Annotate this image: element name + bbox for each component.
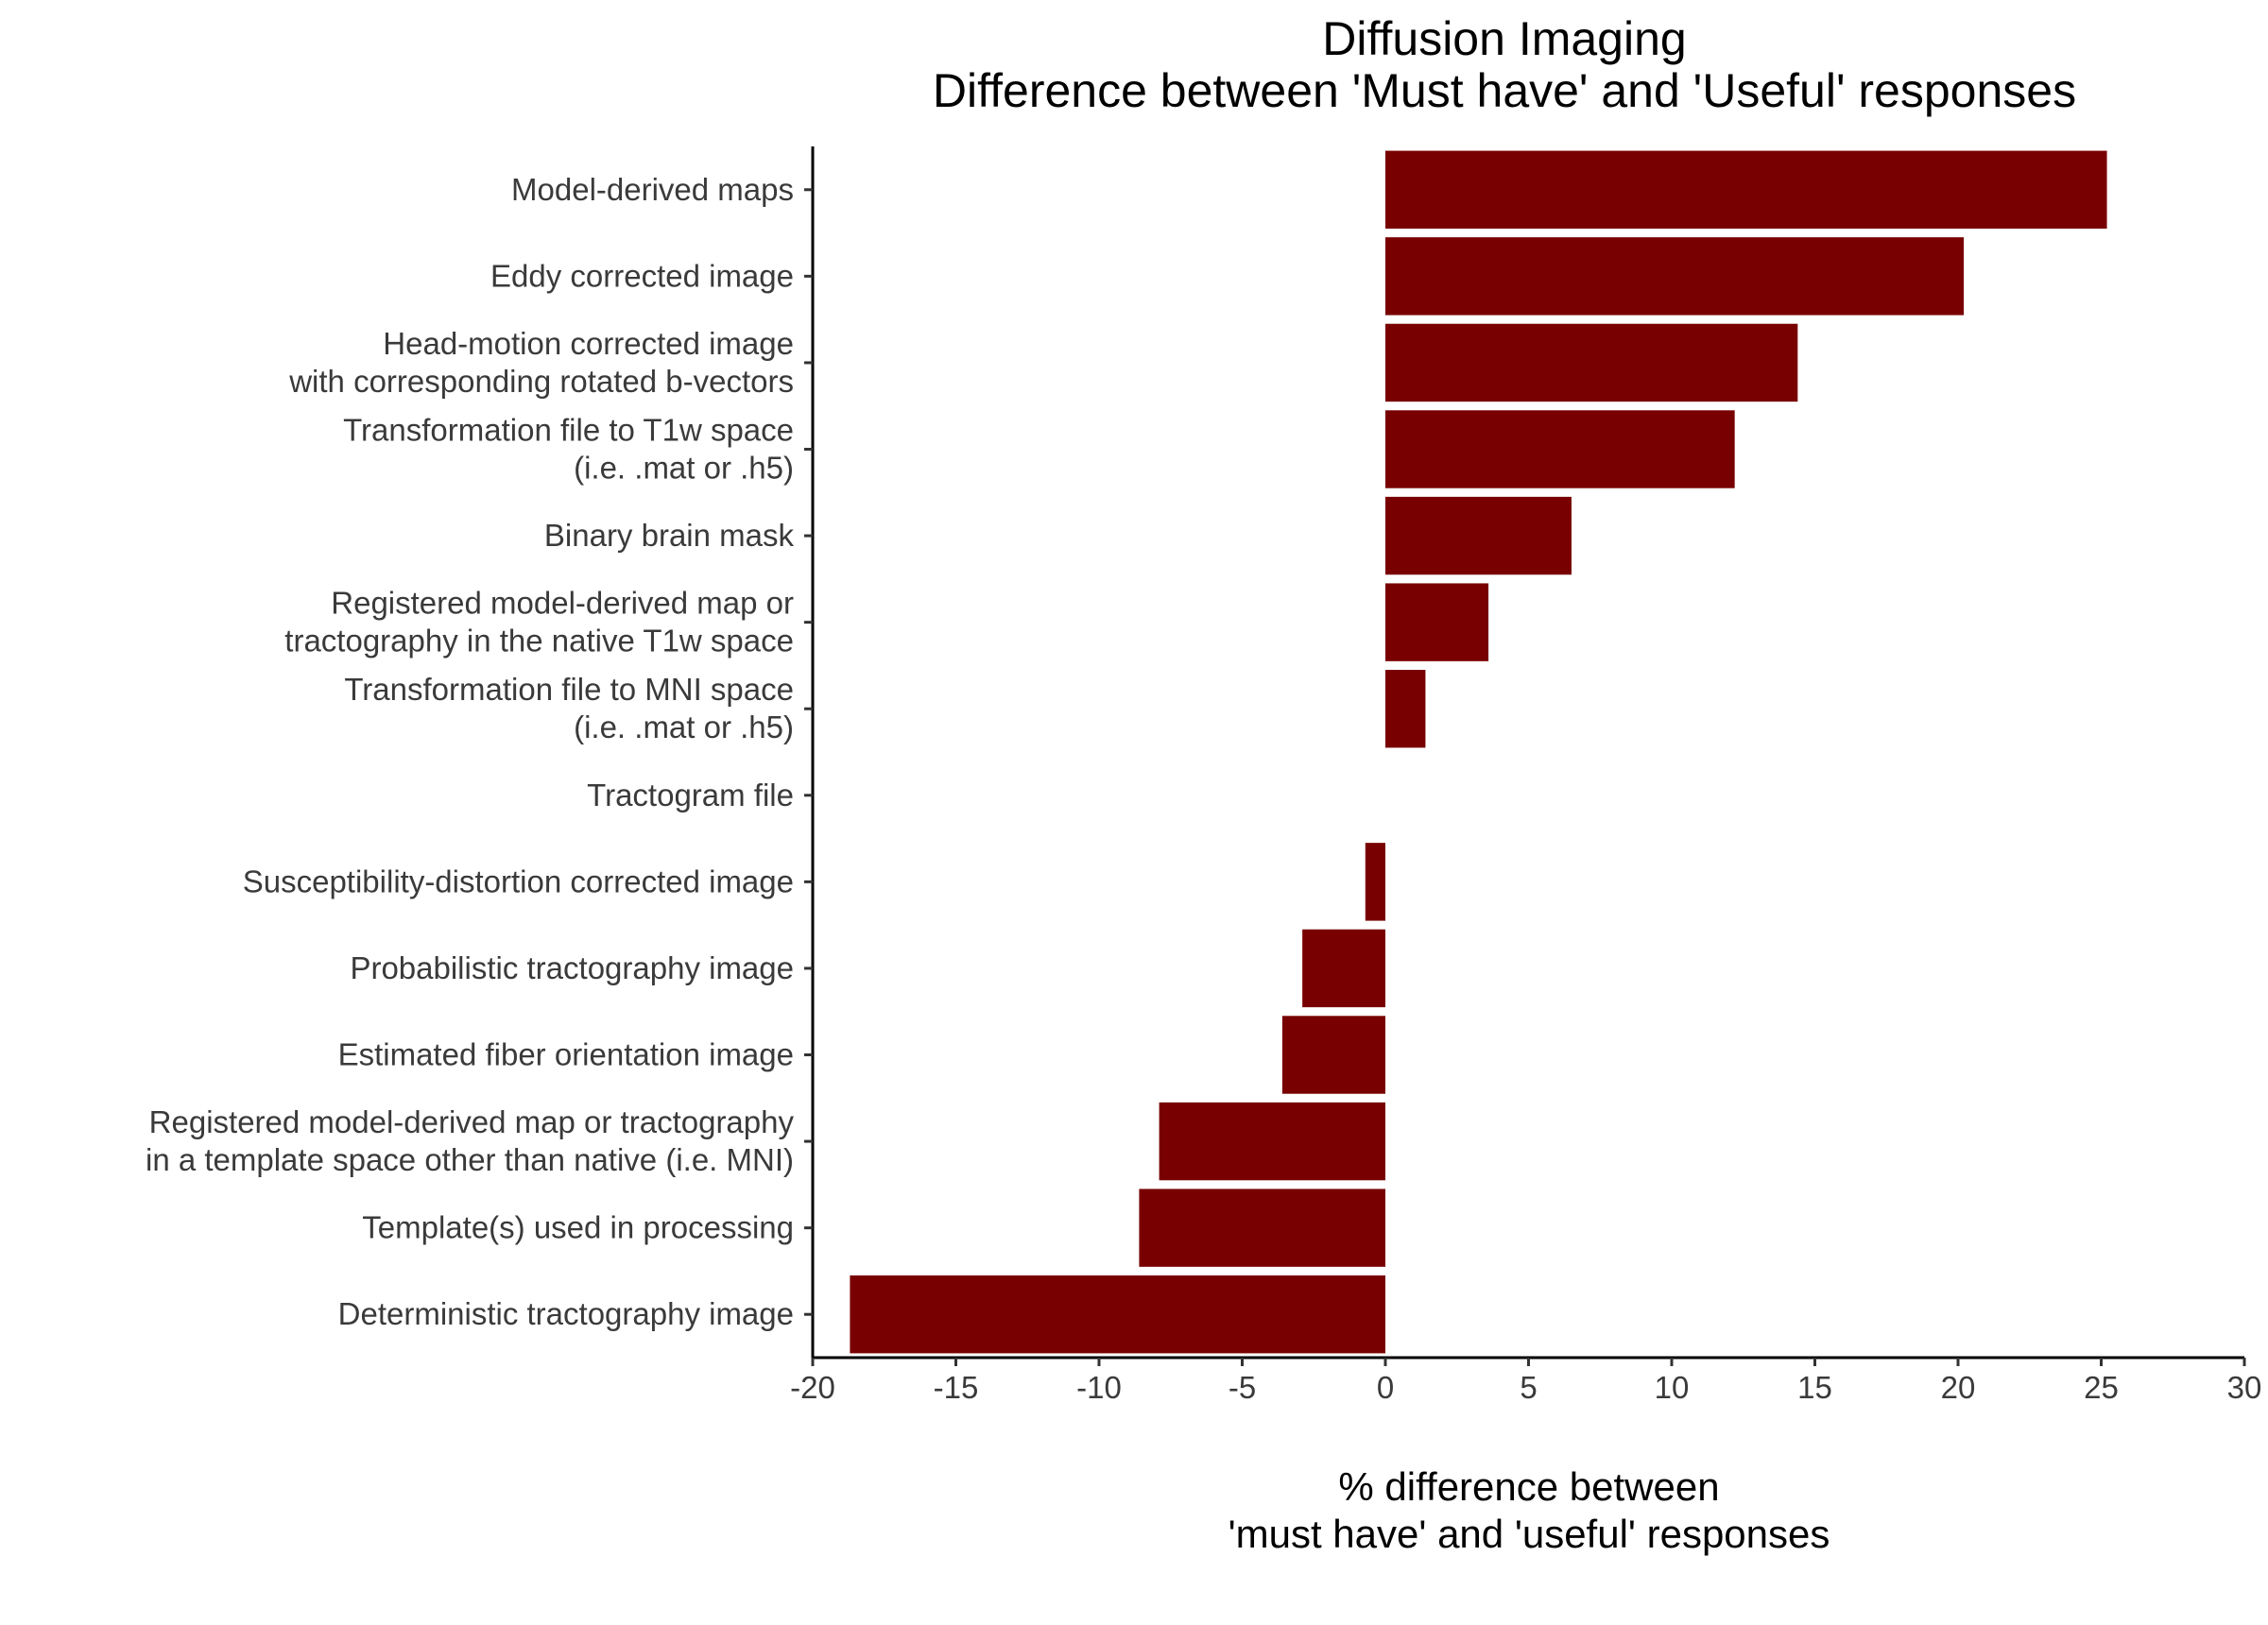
x-tick-label: 30	[2227, 1370, 2262, 1405]
bar	[850, 1275, 1385, 1354]
category-label: Eddy corrected image	[490, 258, 794, 293]
category-label: (i.e. .mat or .h5)	[574, 710, 794, 744]
bar	[1139, 1189, 1385, 1267]
x-tick-label: -15	[934, 1370, 979, 1405]
category-label: in a template space other than native (i…	[146, 1142, 794, 1177]
category-label: tractography in the native T1w space	[284, 624, 794, 659]
bar	[1281, 1016, 1385, 1094]
y-axis: Model-derived maps Eddy corrected image He…	[146, 146, 815, 1358]
category-label: Template(s) used in processing	[362, 1210, 794, 1245]
x-tick-label: 5	[1520, 1370, 1537, 1405]
x-tick-label: 0	[1377, 1370, 1394, 1405]
bar	[1302, 929, 1385, 1008]
x-axis-title-line: % difference between	[1338, 1464, 1719, 1509]
bar	[1385, 323, 1798, 402]
x-tick-label: 15	[1797, 1370, 1832, 1405]
bar	[1365, 843, 1385, 921]
category-label: Transformation file to T1w space	[343, 413, 794, 448]
category-label: Deterministic tractography image	[338, 1296, 794, 1331]
category-label: Transformation file to MNI space	[344, 672, 794, 707]
bar	[1385, 583, 1489, 661]
bar	[1385, 410, 1735, 488]
chart-title-line: Diffusion Imaging	[1322, 12, 1686, 65]
x-axis-title-line: 'must have' and 'useful' responses	[1228, 1512, 1830, 1556]
category-label: Susceptibility-distortion corrected imag…	[243, 864, 794, 898]
category-label: with corresponding rotated b-vectors	[288, 364, 794, 399]
category-label: Estimated fiber orientation image	[338, 1037, 794, 1072]
category-label: Binary brain mask	[544, 518, 795, 553]
chart-title-line: Difference between 'Must have' and 'Usef…	[933, 64, 2076, 117]
category-label: Model-derived maps	[511, 172, 794, 207]
category-label: Head-motion corrected image	[383, 326, 794, 361]
x-tick-label: 10	[1655, 1370, 1690, 1405]
x-tick-label: -5	[1228, 1370, 1256, 1405]
bars	[850, 150, 2107, 1354]
bar	[1385, 237, 1965, 316]
category-label: (i.e. .mat or .h5)	[574, 451, 794, 486]
category-label: Probabilistic tractography image	[350, 950, 794, 985]
category-label: Tractogram file	[587, 778, 794, 812]
bar	[1385, 670, 1426, 748]
x-tick-label: 20	[1941, 1370, 1976, 1405]
x-axis-title: % difference between'must have' and 'use…	[1228, 1464, 1830, 1556]
category-label: Registered model-derived map or tractogr…	[149, 1104, 795, 1139]
bar	[1385, 150, 2107, 229]
x-tick-label: -20	[790, 1370, 835, 1405]
bar	[1385, 496, 1572, 575]
x-axis: -20 -15 -10 -5 0 5 10 15 20 25 30	[790, 1356, 2262, 1405]
category-label: Registered model-derived map or	[331, 586, 794, 621]
x-tick-label: -10	[1076, 1370, 1122, 1405]
x-tick-label: 25	[2084, 1370, 2119, 1405]
bar	[1159, 1102, 1385, 1181]
